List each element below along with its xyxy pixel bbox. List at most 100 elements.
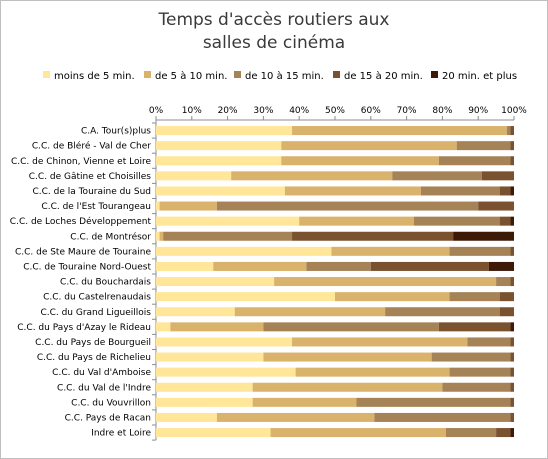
bar-segment	[510, 246, 514, 256]
legend-swatch-15-20	[333, 71, 340, 78]
bar-segment	[281, 156, 439, 166]
legend: moins de 5 min. de 5 à 10 min. de 10 à 1…	[1, 71, 547, 85]
legend-label-20-plus: 20 min. et plus	[442, 71, 518, 82]
bar-segment	[510, 216, 514, 226]
bar-segment	[510, 337, 514, 347]
category-label: C.C. de Loches Développement	[10, 216, 152, 227]
bar-segment	[156, 397, 253, 407]
legend-item-20-plus: 20 min. et plus	[431, 71, 517, 83]
bar-segment	[510, 277, 514, 287]
bar-segment	[156, 156, 282, 166]
legend-item-15-20: de 15 à 20 min.	[333, 71, 423, 83]
bar-segment	[156, 216, 300, 226]
bar-segment	[385, 307, 500, 317]
bar-segment	[216, 201, 479, 211]
bar-segment	[413, 216, 500, 226]
bar-segment	[510, 412, 514, 422]
bar-segment	[156, 186, 285, 196]
bar-segment	[510, 186, 514, 196]
bar-segment	[467, 337, 511, 347]
chart-title-line-1: Temps d'accès routiers aux	[158, 10, 390, 30]
bar-segment	[499, 186, 511, 196]
legend-label-15-20: de 15 à 20 min.	[344, 71, 423, 82]
category-label: C.C. du Val d'Amboise	[52, 368, 151, 378]
bar-segment	[510, 322, 514, 332]
x-tick-label: 40%	[289, 106, 309, 116]
bar-segment	[156, 141, 282, 151]
legend-item-moins-5: moins de 5 min.	[43, 71, 135, 83]
bar-segment	[506, 126, 511, 136]
bar-segment	[510, 126, 514, 136]
bar-segment	[496, 277, 511, 287]
bar-segment	[156, 292, 335, 302]
category-label: C.C. du Castelrenaudais	[43, 293, 151, 303]
category-label: Indre et Loire	[91, 429, 151, 439]
bar-segment	[449, 367, 511, 377]
legend-item-10-15: de 10 à 15 min.	[234, 71, 324, 83]
bar-segment	[453, 231, 514, 241]
category-label: C.C. du Pays de Bourgueil	[35, 338, 151, 348]
legend-swatch-10-15	[234, 71, 241, 78]
x-tick-label: 80%	[432, 106, 452, 116]
bar-segment	[231, 171, 393, 181]
bar-segment	[510, 141, 514, 151]
bar-segment	[431, 352, 511, 362]
bar-segment	[295, 367, 450, 377]
bar-segment	[156, 412, 217, 422]
bar-segment	[263, 352, 432, 362]
bar-segment	[274, 277, 497, 287]
category-label: C.C. du Val de l'Indre	[57, 383, 151, 393]
bar-segment	[170, 322, 264, 332]
x-tick-label: 30%	[253, 106, 273, 116]
x-tick-label: 90%	[468, 106, 488, 116]
bar-segment	[156, 322, 171, 332]
x-tick-label: 50%	[325, 106, 345, 116]
bar-segment	[292, 337, 468, 347]
bar-segment	[356, 397, 511, 407]
bar-segment	[370, 261, 489, 271]
bar-segment	[252, 397, 357, 407]
category-label: C.C. du Grand Ligueillois	[40, 308, 151, 318]
category-label: C.C. de Touraine Nord-Ouest	[23, 262, 151, 272]
chart-title-line-2: salles de cinéma	[202, 33, 346, 53]
bar-segment	[234, 307, 386, 317]
bar-segment	[488, 261, 514, 271]
bar-segment	[510, 397, 514, 407]
chart-title: Temps d'accès routiers aux salles de cin…	[1, 9, 547, 55]
bar-segment	[374, 412, 511, 422]
category-label: C.A. Tour(s)plus	[81, 127, 151, 137]
legend-swatch-5-10	[144, 71, 151, 78]
bar-segment	[510, 382, 514, 392]
bar-segment	[442, 382, 511, 392]
bar-segment	[156, 367, 296, 377]
bar-segment	[510, 367, 514, 377]
legend-swatch-20-plus	[431, 71, 438, 78]
x-tick-label: 20%	[218, 106, 238, 116]
bar-segment	[292, 126, 507, 136]
x-tick-label: 100%	[501, 106, 527, 116]
bar-segment	[270, 428, 446, 438]
bar-segment	[420, 186, 500, 196]
category-label: C.C. de l'Est Tourangeau	[41, 202, 151, 212]
bar-segment	[496, 428, 511, 438]
bar-segment	[156, 201, 160, 211]
bar-segment	[284, 186, 421, 196]
x-tick-label: 60%	[361, 106, 381, 116]
bar-segment	[156, 246, 332, 256]
x-tick-label: 0%	[149, 106, 164, 116]
bar-segment	[156, 261, 214, 271]
bar-segment	[263, 322, 439, 332]
bar-segment	[252, 382, 443, 392]
bar-segment	[481, 171, 514, 181]
category-label: C.C. Pays de Racan	[65, 413, 151, 423]
category-label: C.C. de Bléré - Val de Cher	[32, 141, 151, 152]
bar-segment	[156, 126, 293, 136]
bar-segment	[156, 382, 253, 392]
legend-label-moins-5: moins de 5 min.	[54, 71, 135, 82]
category-label: C.C. du Vouvrillon	[71, 398, 151, 408]
bar-segment	[156, 428, 271, 438]
bar-segment	[213, 261, 307, 271]
bar-segment	[335, 292, 450, 302]
